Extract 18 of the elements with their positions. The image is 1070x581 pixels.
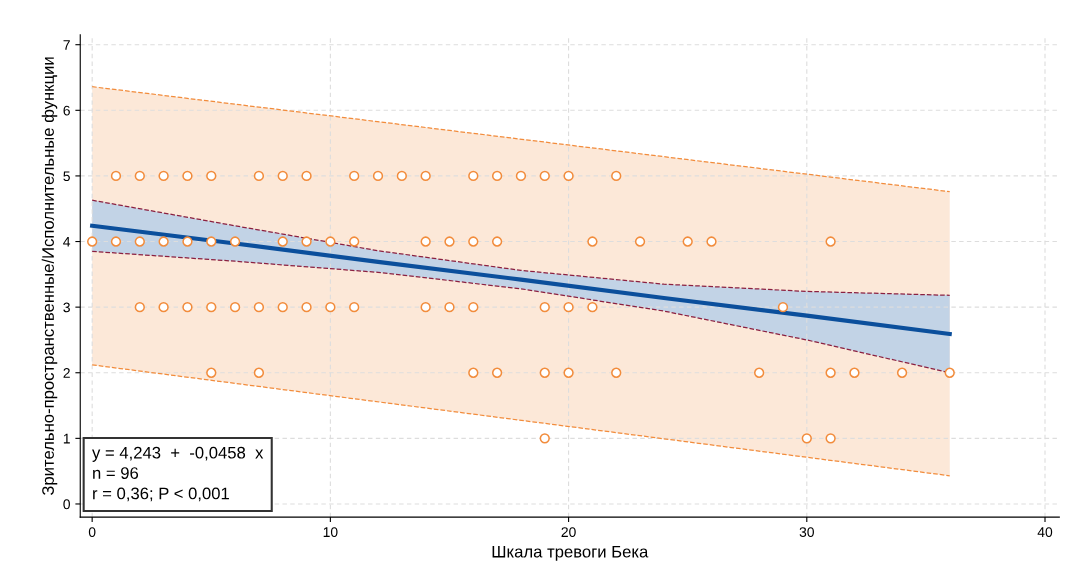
y-tick-label: 6 bbox=[63, 105, 70, 116]
line-series bbox=[90, 223, 952, 337]
annotation: y = 4,243 + -0,0458 x n = 96 r = 0,36; P < 0,001 bbox=[92, 446, 264, 502]
y-tick-label: 1 bbox=[63, 433, 70, 444]
y-tick-label: 2 bbox=[63, 368, 70, 378]
x-tick-label: 40 bbox=[1037, 527, 1053, 538]
x-axis-title: Шкала тревоги Бека bbox=[492, 545, 649, 561]
y-tick-label: 3 bbox=[63, 302, 70, 313]
x-tick-label: 20 bbox=[561, 527, 576, 538]
x-tick-label: 30 bbox=[799, 527, 814, 538]
y-tick-label: 0 bbox=[63, 499, 70, 510]
x-tick-label: 10 bbox=[323, 527, 338, 538]
y-tick-label: 4 bbox=[63, 237, 71, 247]
y-tick-label: 5 bbox=[63, 171, 70, 182]
x-tick-label: 0 bbox=[88, 527, 96, 538]
y-tick-label: 7 bbox=[63, 40, 70, 50]
y-axis-title: Зрительно-пространственные/Исполнительные функции bbox=[41, 57, 58, 496]
line-series bbox=[91, 199, 951, 296]
